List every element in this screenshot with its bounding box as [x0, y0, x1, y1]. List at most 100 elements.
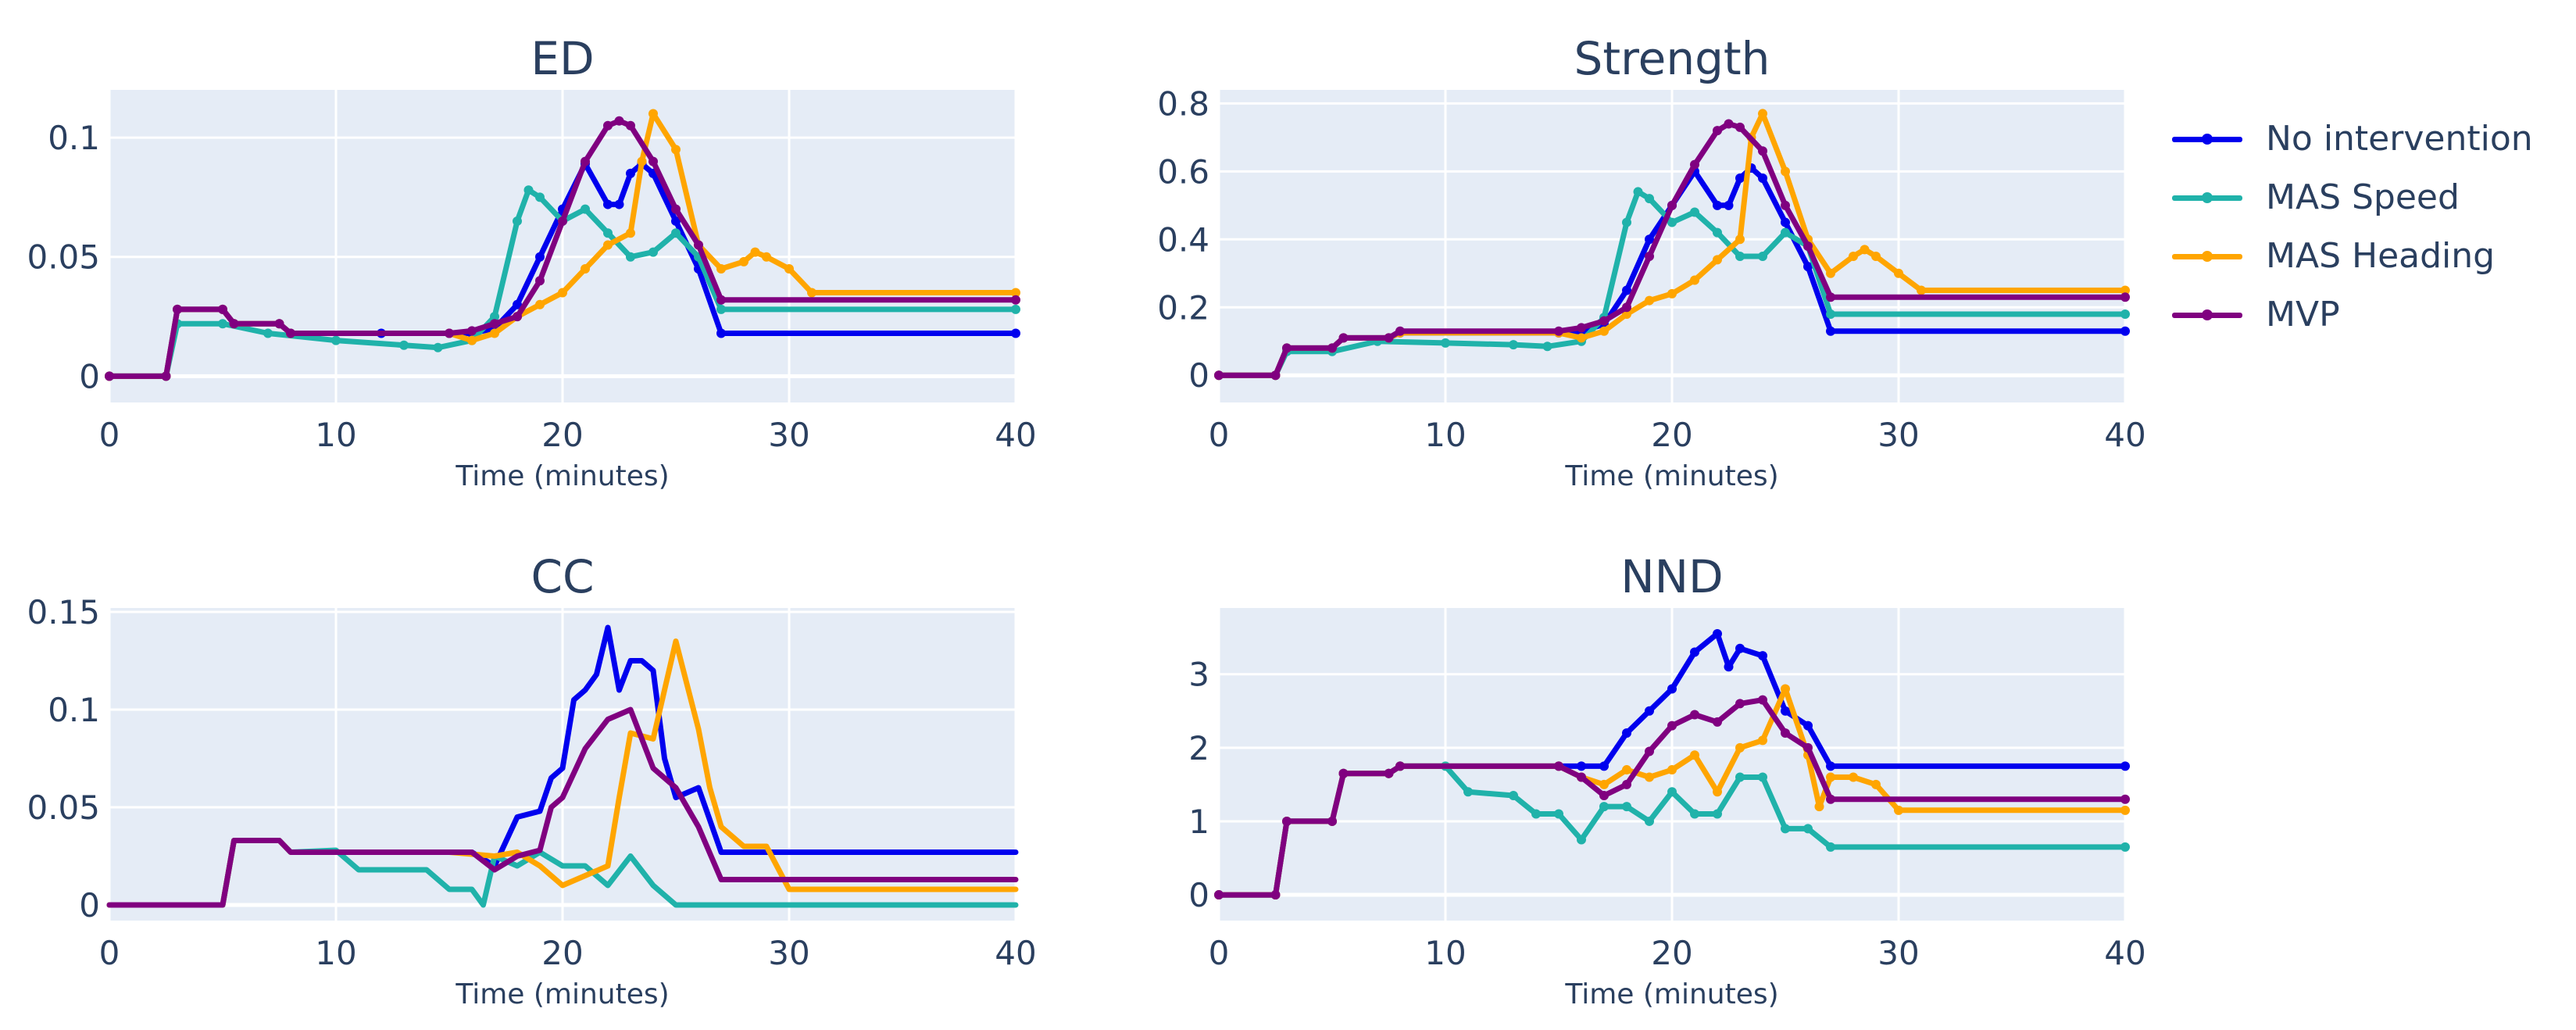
- data-point-mvp: [1599, 316, 1609, 326]
- data-point-mas-speed: [1735, 772, 1745, 782]
- data-point-mas-speed: [1781, 824, 1790, 834]
- data-point-mas-speed: [603, 228, 613, 238]
- data-point-no-intervention: [1599, 761, 1609, 771]
- data-point-mvp: [1282, 343, 1292, 353]
- data-point-no-intervention: [1011, 328, 1020, 338]
- x-axis-title: Time (minutes): [455, 978, 669, 1010]
- data-point-no-intervention: [1690, 647, 1699, 657]
- data-point-mas-speed: [399, 340, 409, 350]
- y-tick-label: 0.15: [27, 593, 100, 631]
- data-point-mvp: [1384, 768, 1394, 778]
- x-tick-label: 40: [2104, 416, 2145, 454]
- x-tick-label: 0: [1209, 934, 1230, 972]
- data-point-mvp: [1667, 721, 1677, 731]
- legend-item-no-intervention[interactable]: No intervention: [2172, 109, 2533, 168]
- data-point-mvp: [2120, 292, 2130, 302]
- data-point-mas-heading: [535, 299, 545, 309]
- data-point-mas-heading: [1735, 742, 1745, 753]
- x-tick-label: 10: [1424, 934, 1466, 972]
- data-point-no-intervention: [671, 216, 681, 226]
- data-point-mas-speed: [1781, 227, 1790, 238]
- data-point-mas-heading: [1826, 268, 1835, 278]
- x-tick-label: 30: [1878, 416, 1919, 454]
- data-point-mas-heading: [1645, 295, 1654, 306]
- data-point-mvp: [1826, 794, 1835, 804]
- data-point-mas-speed: [1622, 217, 1631, 227]
- data-point-mvp: [1781, 728, 1790, 738]
- data-point-mas-speed: [2120, 842, 2130, 852]
- data-point-mas-speed: [1758, 252, 1767, 262]
- series-line-mvp: [106, 118, 1019, 379]
- data-point-mas-speed: [1554, 809, 1563, 819]
- data-point-mas-heading: [1599, 779, 1609, 789]
- data-point-no-intervention: [716, 328, 726, 338]
- data-point-mvp: [581, 156, 590, 166]
- x-tick-label: 20: [1651, 934, 1692, 972]
- y-tick-label: 1: [1188, 803, 1209, 841]
- data-point-mas-speed: [513, 216, 522, 226]
- data-point-mas-speed: [1690, 809, 1699, 819]
- data-point-mvp: [1384, 333, 1394, 343]
- x-tick-label: 0: [1209, 416, 1230, 454]
- x-tick-label: 10: [1424, 416, 1466, 454]
- data-point-mvp: [1713, 717, 1722, 727]
- legend-swatch-mvp: [2172, 299, 2242, 331]
- data-point-mvp: [1803, 241, 1813, 251]
- data-point-mvp: [1599, 791, 1609, 800]
- data-point-mas-heading: [1894, 268, 1903, 278]
- data-point-mvp: [1214, 370, 1224, 381]
- data-point-mvp: [1395, 326, 1405, 336]
- data-point-mas-speed: [1667, 217, 1677, 227]
- data-point-no-intervention: [2120, 761, 2130, 771]
- data-point-mvp: [1826, 292, 1835, 302]
- x-tick-label: 10: [315, 934, 356, 972]
- data-point-mvp: [694, 240, 703, 250]
- series-line-mas-speed: [106, 187, 1019, 379]
- data-point-mas-heading: [1735, 234, 1745, 245]
- data-point-mvp: [2120, 794, 2130, 804]
- legend-item-mvp[interactable]: MVP: [2172, 285, 2533, 344]
- data-point-mvp: [490, 319, 499, 329]
- legend-label-mas-heading: MAS Heading: [2266, 236, 2496, 276]
- data-point-mvp: [671, 204, 681, 214]
- x-tick-label: 20: [1651, 416, 1692, 454]
- data-point-mvp: [286, 328, 295, 338]
- data-point-mas-speed: [1690, 207, 1699, 217]
- data-point-mvp: [1735, 122, 1745, 132]
- data-point-no-intervention: [626, 168, 635, 178]
- data-point-mas-speed: [1441, 338, 1450, 348]
- data-point-mas-speed: [433, 342, 443, 352]
- data-point-no-intervention: [1713, 200, 1722, 210]
- data-point-mas-heading: [558, 288, 567, 298]
- data-point-mvp: [535, 276, 545, 286]
- data-point-mas-heading: [1826, 772, 1835, 782]
- subplot-title: ED: [531, 32, 594, 85]
- x-tick-label: 0: [99, 934, 120, 972]
- data-point-mas-heading: [2120, 805, 2130, 815]
- y-tick-label: 0.6: [1157, 152, 1209, 191]
- data-point-no-intervention: [1645, 706, 1654, 716]
- legend-swatch-mas-heading: [2172, 241, 2242, 272]
- y-tick-label: 0: [79, 886, 100, 924]
- legend-label-mvp: MVP: [2266, 295, 2340, 334]
- y-tick-label: 0.2: [1157, 288, 1209, 327]
- data-point-mas-speed: [648, 247, 658, 257]
- data-point-mas-speed: [1622, 802, 1631, 812]
- legend-item-mas-speed[interactable]: MAS Speed: [2172, 168, 2533, 227]
- data-point-mas-speed: [1645, 816, 1654, 826]
- data-point-mvp: [467, 326, 477, 336]
- legend-label-no-intervention: No intervention: [2266, 119, 2533, 159]
- data-point-mvp: [1758, 695, 1767, 705]
- y-tick-label: 0: [79, 357, 100, 395]
- subplot-title: NND: [1620, 550, 1723, 603]
- data-point-mas-speed: [1542, 342, 1552, 352]
- data-point-mvp: [513, 312, 522, 322]
- data-point-mas-heading: [1758, 735, 1767, 746]
- data-point-mvp: [1011, 295, 1020, 305]
- subplot-strength: 0 0.2 0.4 0.6 0.8 0 10 20 30 40 Time (minutes) Stre…: [1157, 32, 2146, 492]
- legend-item-mas-heading[interactable]: MAS Heading: [2172, 227, 2533, 285]
- data-point-mvp: [173, 304, 182, 314]
- data-point-mas-heading: [626, 228, 635, 238]
- data-point-mvp: [105, 371, 114, 381]
- data-point-mas-heading: [1814, 802, 1824, 812]
